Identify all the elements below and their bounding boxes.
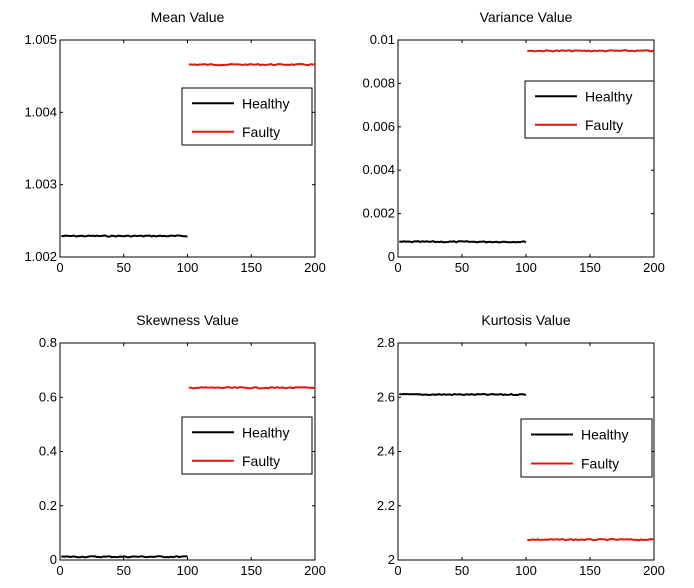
variance-chart-x-tick-label: 100 [515,260,537,275]
kurtosis-chart-x-tick-label: 100 [515,563,537,578]
skewness-chart: Skewness Value 0 50 100 150 200 0 0.2 0.4 0.6 0.8 H… [39,312,326,578]
kurtosis-chart-legend-label-healthy: Healthy [581,427,628,443]
skewness-chart-y-tick-label: 0.4 [39,444,57,459]
mean-chart-y-tick-label: 1.004 [24,104,57,119]
skewness-chart-x-tick-label: 200 [304,563,326,578]
mean-chart-x-tick-label: 150 [240,260,262,275]
skewness-chart-legend-box [181,416,313,475]
mean-chart-y-tick-label: 1.005 [24,32,57,47]
kurtosis-chart-y-tick-label: 2 [388,552,395,567]
variance-chart-y-tick-label: 0.01 [370,32,395,47]
variance-chart-y-tick-label: 0.002 [362,206,395,221]
kurtosis-chart-y-tick-label: 2.2 [377,498,395,513]
skewness-chart-legend-label-healthy: Healthy [242,424,289,440]
kurtosis-chart-x-tick-label: 150 [579,563,601,578]
skewness-chart-y-tick-label: 0.8 [39,335,57,350]
kurtosis-chart-x-tick-label: 0 [394,563,401,578]
mean-chart-x-tick-label: 100 [177,260,199,275]
kurtosis-chart-y-tick-label: 2.4 [377,444,395,459]
kurtosis-chart-y-tick-label: 2.6 [377,389,395,404]
mean-chart-series-faulty-line [188,62,316,67]
skewness-chart-legend: Healthy Faulty [181,416,313,475]
variance-chart-legend: Healthy Faulty [524,80,655,139]
mean-chart-y-tick-label: 1.003 [24,177,57,192]
variance-chart-series-healthy-line [399,240,527,244]
kurtosis-chart-x-tick-label: 200 [643,563,665,578]
variance-chart-x-tick-label: 0 [394,260,401,275]
variance-chart-x-tick-label: 200 [643,260,665,275]
mean-chart-x-tick-label: 50 [117,260,131,275]
skewness-chart-x-tick-label: 150 [240,563,262,578]
mean-chart-series-healthy-line [61,234,188,238]
variance-chart-axes-frame [397,39,655,258]
mean-chart-legend-box [181,87,313,146]
skewness-chart-series-faulty-line [188,386,316,390]
kurtosis-chart-x-tick-label: 50 [455,563,469,578]
mean-chart: Mean Value 0 50 100 150 200 1.002 1.003 1.004 1.0… [24,9,325,275]
skewness-chart-title: Skewness Value [136,312,239,328]
kurtosis-chart-legend-box [520,418,653,478]
skewness-chart-x-tick-label: 0 [56,563,63,578]
kurtosis-chart-series-healthy-line [399,392,527,397]
skewness-chart-y-tick-label: 0 [50,552,57,567]
variance-chart: Variance Value 0 50 100 150 200 0 0.002 0.004 0.0… [362,9,664,275]
kurtosis-chart-legend: Healthy Faulty [520,418,653,478]
mean-chart-title: Mean Value [151,9,225,25]
skewness-chart-y-tick-label: 0.6 [39,389,57,404]
variance-chart-title: Variance Value [480,9,573,25]
kurtosis-chart-y-tick-label: 2.8 [377,335,395,350]
mean-chart-legend-label-faulty: Faulty [242,124,280,140]
variance-chart-y-tick-label: 0 [388,249,395,264]
variance-chart-legend-label-faulty: Faulty [585,117,623,133]
skewness-chart-series-healthy-line [61,555,188,559]
kurtosis-chart: Kurtosis Value 0 50 100 150 200 2 2.2 2.4 2.6 2.8 H… [377,312,665,578]
mean-chart-x-tick-label: 200 [304,260,326,275]
kurtosis-chart-series-faulty-line [527,538,655,542]
kurtosis-chart-legend-label-faulty: Faulty [581,456,619,472]
mean-chart-axes-frame [59,39,316,258]
skewness-chart-x-tick-label: 50 [117,563,131,578]
mean-chart-legend-label-healthy: Healthy [242,95,289,111]
variance-chart-y-tick-label: 0.008 [362,75,395,90]
mean-chart-y-tick-label: 1.002 [24,249,57,264]
skewness-chart-x-tick-label: 100 [177,563,199,578]
mean-chart-x-tick-label: 0 [56,260,63,275]
variance-chart-y-tick-label: 0.006 [362,119,395,134]
variance-chart-legend-label-healthy: Healthy [585,88,632,104]
kurtosis-chart-title: Kurtosis Value [481,312,570,328]
skewness-chart-legend-label-faulty: Faulty [242,453,280,469]
variance-chart-y-tick-label: 0.004 [362,162,395,177]
variance-chart-x-tick-label: 150 [579,260,601,275]
variance-chart-x-tick-label: 50 [455,260,469,275]
mean-chart-legend: Healthy Faulty [181,87,313,146]
variance-chart-series-faulty-line [527,49,655,53]
skewness-chart-y-tick-label: 0.2 [39,498,57,513]
variance-chart-legend-box [524,80,655,139]
